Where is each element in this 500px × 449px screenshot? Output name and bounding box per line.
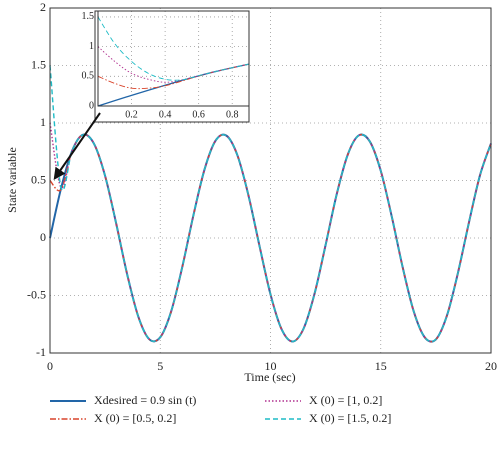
x-tick-label: 20 [485,359,497,373]
legend-label: Xdesired = 0.9 sin (t) [94,393,196,407]
y-tick-label: 1.5 [31,57,46,71]
x-axis-label: Time (sec) [244,370,295,384]
legend-label: X (0) = [1.5, 0.2] [309,411,391,425]
x-tick-label: 5 [157,359,163,373]
plot-frame [97,10,250,107]
plot-frame [49,7,492,354]
y-tick-label: -1 [36,345,46,359]
x-tick-label: 0.8 [226,109,239,120]
y-axis-label: State variable [5,147,19,213]
y-tick-label: 1.5 [82,11,95,22]
x-tick-label: 0.2 [125,109,138,120]
x-tick-label: 10 [265,359,277,373]
y-tick-label: 0.5 [82,71,95,82]
legend-label: X (0) = [1, 0.2] [309,393,382,407]
inset-frame [94,10,250,123]
y-tick-label: -0.5 [27,287,46,301]
x-tick-label: 0.6 [192,109,205,120]
arrow [53,112,101,180]
y-tick-label: 1 [40,115,46,129]
series-line [97,16,250,81]
y-tick-label: 1 [89,41,94,52]
x-tick-label: 0 [47,359,53,373]
y-tick-label: 2 [40,0,46,14]
inset-plot: 0 0.5 1 1.5 0.2 0.4 0.6 0.8 [82,10,250,123]
x-tick-label: 0.4 [159,109,172,120]
legend: Xdesired = 0.9 sin (t) X (0) = [0.5, 0.2]… [50,393,391,425]
x-tick-label: 15 [375,359,387,373]
series-line [49,65,492,343]
y-tick-label: 0 [89,100,94,111]
y-tick-label: 0.5 [31,172,46,186]
y-tick-label: 0 [40,230,46,244]
legend-label: X (0) = [0.5, 0.2] [94,411,176,425]
